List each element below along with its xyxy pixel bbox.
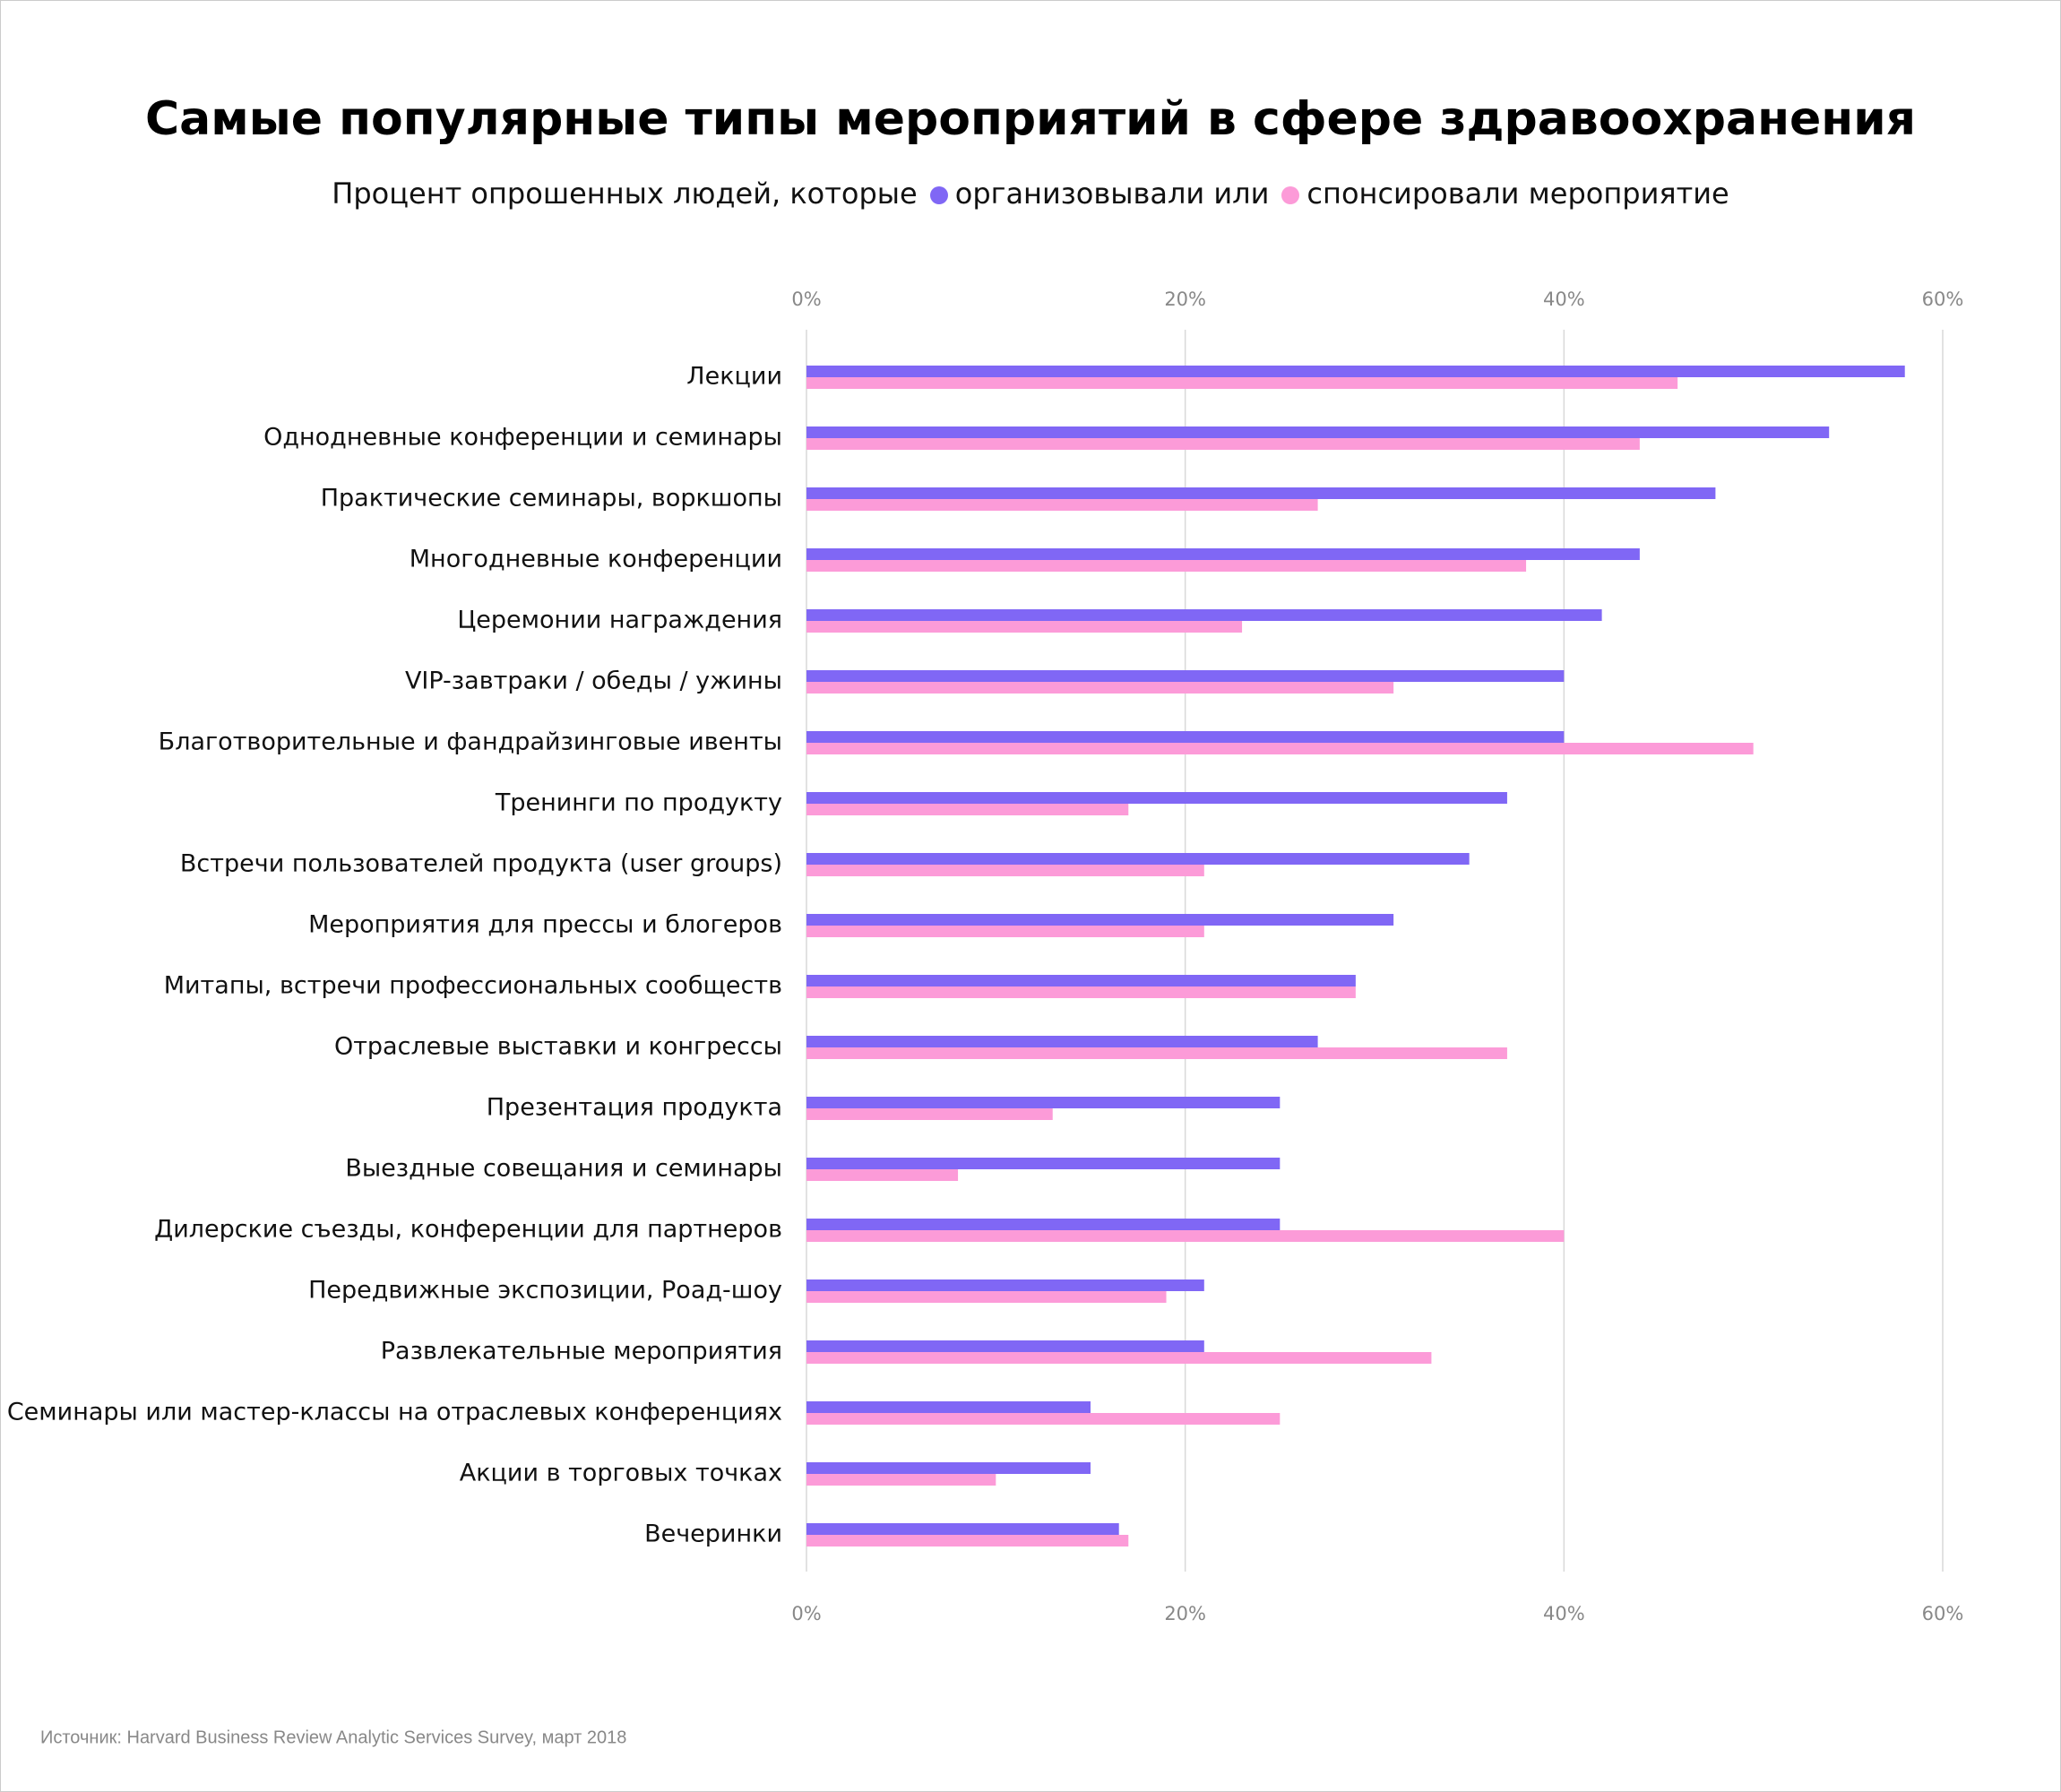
bar: [806, 426, 1830, 438]
bar: [806, 1352, 1432, 1364]
bar: [806, 865, 1204, 876]
bar: [806, 1219, 1281, 1230]
bar: [806, 499, 1318, 511]
y-tick-label: VIP-завтраки / обеды / ужины: [405, 668, 782, 695]
bar: [806, 548, 1640, 560]
bar: [806, 1401, 1091, 1413]
bar: [806, 560, 1527, 572]
bar: [806, 1158, 1281, 1169]
bar: [806, 1340, 1204, 1352]
bar: [806, 1291, 1167, 1303]
bar: [806, 621, 1243, 633]
bar: [806, 731, 1565, 743]
legend-label: спонсировали мероприятие: [1306, 177, 1729, 211]
bar: [806, 1047, 1507, 1059]
x-tick-label: 0%: [791, 1603, 821, 1624]
x-tick-label: 40%: [1543, 1603, 1585, 1624]
bar: [806, 670, 1565, 682]
bar: [806, 804, 1129, 815]
bar: [806, 975, 1356, 986]
y-tick-label: Церемонии награждения: [457, 607, 782, 634]
y-tick-label: Благотворительные и фандрайзинговые ивен…: [159, 728, 782, 756]
y-tick-label: Семинары или мастер-классы на отраслевых…: [7, 1399, 782, 1426]
bar: [806, 926, 1204, 937]
bar: [806, 487, 1716, 499]
bar: [806, 986, 1356, 998]
bar: [806, 682, 1394, 694]
x-tick-label: 60%: [1922, 1603, 1964, 1624]
x-tick-label: 20%: [1164, 1603, 1206, 1624]
bar: [806, 1523, 1119, 1535]
y-tick-label: Практические семинары, воркшопы: [321, 485, 782, 513]
bar: [806, 377, 1678, 389]
y-tick-label: Тренинги по продукту: [495, 789, 782, 817]
chart-title: Самые популярные типы мероприятий в сфер…: [145, 92, 1916, 146]
x-tick-label: 0%: [791, 289, 821, 310]
bar: [806, 366, 1905, 377]
bar: [806, 1097, 1281, 1108]
bar: [806, 1036, 1318, 1047]
y-tick-label: Встречи пользователей продукта (user gro…: [180, 850, 782, 878]
x-tick-label: 20%: [1164, 289, 1206, 310]
bar: [806, 1535, 1129, 1546]
legend-item: организовывали или: [929, 177, 1270, 211]
y-tick-label: Многодневные конференции: [410, 546, 782, 573]
y-tick-label: Однодневные конференции и семинары: [263, 424, 782, 452]
bar: [806, 1413, 1281, 1425]
y-tick-label: Отраслевые выставки и конгрессы: [334, 1033, 782, 1061]
bar: [806, 792, 1507, 804]
bar: [806, 1462, 1091, 1474]
bar: [806, 1474, 996, 1486]
bar: [806, 1108, 1053, 1120]
bar: [806, 609, 1602, 621]
y-tick-label: Развлекательные мероприятия: [381, 1338, 782, 1366]
bar: [806, 1169, 959, 1181]
legend: Процент опрошенных людей, которые органи…: [1, 177, 2060, 211]
y-tick-label: Передвижные экспозиции, Роад-шоу: [308, 1277, 782, 1305]
y-tick-label: Вечеринки: [644, 1521, 782, 1548]
y-tick-label: Митапы, встречи профессиональных сообщес…: [164, 972, 782, 1000]
y-tick-label: Мероприятия для прессы и блогеров: [308, 911, 782, 939]
y-tick-label: Выездные совещания и семинары: [345, 1155, 782, 1183]
y-tick-label: Презентация продукта: [487, 1094, 782, 1122]
bar: [806, 1279, 1204, 1291]
legend-swatch: [929, 186, 948, 204]
legend-label: организовывали или: [954, 177, 1270, 211]
source: Источник: Harvard Business Review Analyt…: [40, 1727, 626, 1747]
bar: [806, 743, 1754, 754]
bar: [806, 438, 1640, 450]
bar: [806, 853, 1470, 865]
y-tick-label: Акции в торговых точках: [460, 1460, 782, 1487]
y-tick-label: Дилерские съезды, конференции для партне…: [154, 1216, 782, 1244]
x-tick-label: 60%: [1922, 289, 1964, 310]
bar: [806, 1230, 1565, 1242]
y-tick-label: Лекции: [686, 363, 782, 391]
x-tick-label: 40%: [1543, 289, 1585, 310]
bar: [806, 914, 1394, 926]
legend-swatch: [1281, 186, 1300, 204]
legend-item: спонсировали мероприятие: [1281, 177, 1729, 211]
subtitle: Процент опрошенных людей, которые: [332, 177, 918, 211]
